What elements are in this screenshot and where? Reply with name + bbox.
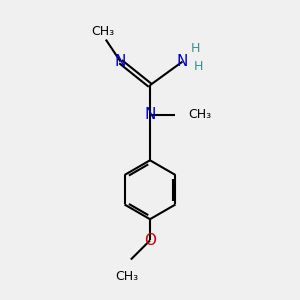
- Text: N: N: [177, 54, 188, 69]
- Text: CH₃: CH₃: [115, 270, 138, 283]
- Text: N: N: [144, 107, 156, 122]
- Text: CH₃: CH₃: [188, 108, 212, 121]
- Text: CH₃: CH₃: [91, 25, 115, 38]
- Text: H: H: [191, 42, 200, 55]
- Text: H: H: [194, 60, 203, 73]
- Text: O: O: [144, 233, 156, 248]
- Text: N: N: [115, 54, 126, 69]
